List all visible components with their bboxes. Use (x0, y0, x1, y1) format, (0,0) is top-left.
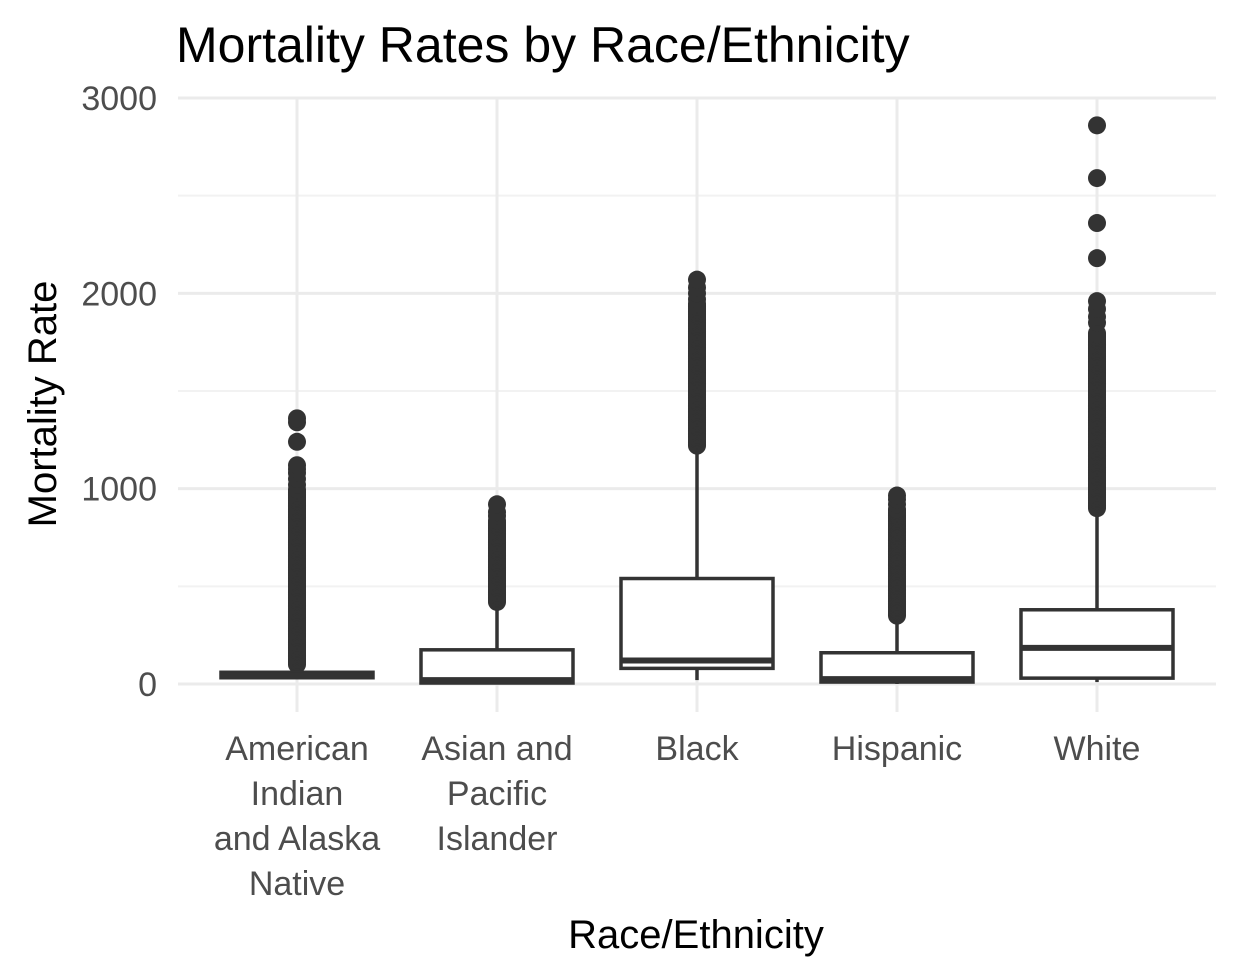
outlier-point (888, 486, 906, 505)
outlier-point (488, 495, 506, 514)
y-tick-label: 1000 (81, 471, 157, 509)
outlier-point (288, 432, 306, 451)
outlier-point (1088, 249, 1106, 268)
outlier-point (1088, 169, 1106, 188)
box-group (819, 486, 975, 684)
boxes (219, 116, 1175, 685)
box-group (619, 270, 775, 681)
y-axis-ticks: 0 1000 2000 3000 (81, 80, 157, 704)
y-tick-label: 2000 (81, 275, 157, 313)
outlier-point (1088, 292, 1106, 311)
box (619, 576, 775, 671)
x-tick-label: Black (655, 730, 739, 768)
outlier-point (1088, 116, 1106, 135)
y-tick-label: 0 (138, 666, 157, 704)
x-tick-label: Asian and Pacific Islander (421, 730, 572, 858)
outlier-point (288, 409, 306, 428)
x-tick-label: American Indian and Alaska Native (214, 730, 380, 903)
box-group (219, 409, 375, 680)
outlier-point (288, 456, 306, 475)
y-axis-title: Mortality Rate (21, 281, 65, 528)
x-tick-label: White (1054, 730, 1141, 768)
chart-title: Mortality Rates by Race/Ethnicity (176, 17, 910, 73)
y-tick-label: 3000 (81, 80, 157, 118)
x-tick-label: Hispanic (832, 730, 962, 768)
outlier-point (688, 270, 706, 289)
box-group (419, 495, 575, 685)
outlier-point (1088, 214, 1106, 233)
x-axis-ticks: American Indian and Alaska Native Asian and P… (214, 730, 1141, 903)
box (1019, 608, 1175, 680)
box-group (1019, 116, 1175, 683)
x-axis-title: Race/Ethnicity (568, 913, 824, 957)
